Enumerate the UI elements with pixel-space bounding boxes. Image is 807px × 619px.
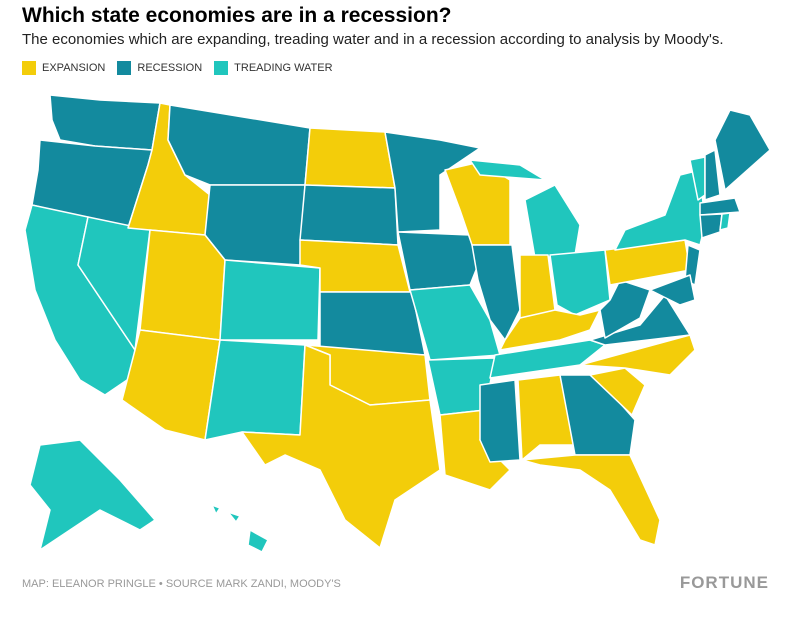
state [519,254,556,321]
legend-swatch [117,61,132,75]
state [517,374,576,461]
title: Which state economies are in a recession… [22,4,452,27]
legend-label: TREADING WATER [234,62,333,74]
state [469,159,546,181]
state [524,184,581,259]
legend-item: EXPANSION [22,61,105,75]
state [579,334,696,376]
state [714,109,771,191]
legend-label: EXPANSION [42,62,106,74]
legend-item: TREADING WATER [214,61,333,75]
state [304,127,396,189]
state [614,169,706,251]
state [319,291,426,356]
state [384,131,481,233]
state [219,259,321,341]
subtitle: The economies which are expanding, tread… [22,31,724,48]
state [299,184,399,246]
state [559,374,636,456]
state [167,104,311,186]
state [489,339,606,379]
legend-swatch [214,61,229,75]
state [649,274,696,306]
state [589,367,646,416]
state [521,454,661,546]
logo: FORTUNE [679,573,769,592]
state [479,379,521,463]
state [121,329,221,441]
state [549,249,611,316]
legend-label: RECESSION [137,62,203,74]
state [704,149,721,201]
state [241,344,441,549]
legend-item: RECESSION [117,61,202,75]
state [719,212,731,231]
state [49,94,161,151]
state [211,504,221,515]
legend-swatch [22,61,36,75]
state [409,284,501,361]
legend: EXPANSION RECESSION TREADING WATER [22,61,333,75]
credit: MAP: ELEANOR PRINGLE • SOURCE MARK ZANDI… [22,578,341,590]
state [29,439,156,551]
state [139,229,226,341]
state [699,197,741,216]
state [227,511,241,523]
state [699,213,723,239]
state [397,231,481,291]
state [204,339,306,441]
state [247,529,269,553]
